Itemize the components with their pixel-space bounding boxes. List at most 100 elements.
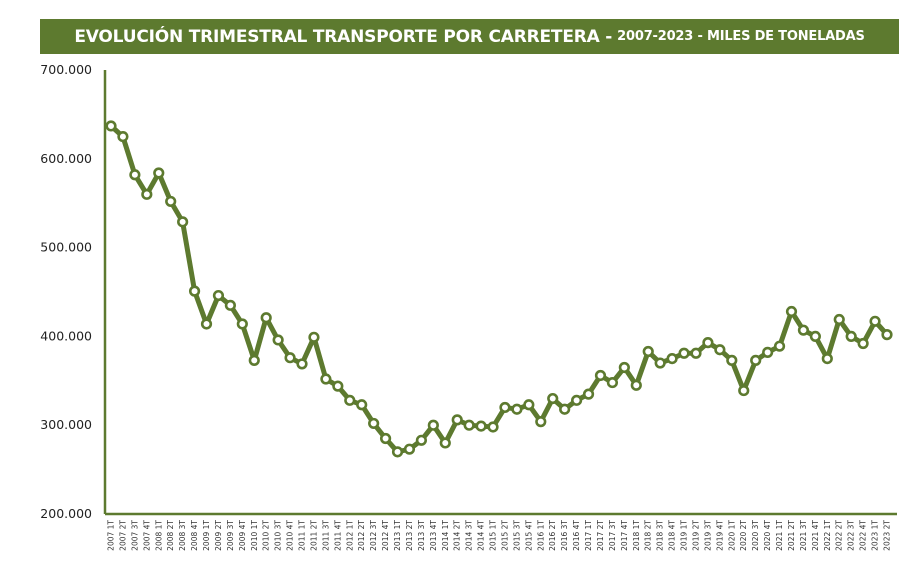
x-tick-label: 2010 3T [274, 520, 283, 551]
x-tick-label: 2015 4T [524, 520, 533, 551]
x-tick-label: 2012 2T [357, 520, 366, 551]
x-tick-label: 2019 3T [703, 520, 712, 551]
x-tick-label: 2007 4T [142, 520, 151, 551]
data-point [809, 330, 821, 343]
x-axis: 2007 1T 2007 2T 2007 3T 2007 4T 2008 1T 2008 … [105, 512, 897, 551]
data-point [129, 169, 141, 181]
x-tick-label: 2015 2T [500, 520, 509, 551]
x-tick-label: 2010 4T [286, 520, 295, 551]
x-tick-label: 2022 4T [859, 520, 868, 551]
x-tick-label: 2009 1T [202, 520, 211, 551]
x-tick-label: 2017 3T [608, 520, 617, 551]
y-tick-label: 300.000 [40, 417, 92, 432]
x-tick-label: 2008 1T [154, 520, 163, 551]
x-tick-label: 2016 3T [560, 520, 569, 551]
series-line [108, 123, 890, 455]
data-point [869, 315, 881, 327]
y-axis: 200.000 300.000 400.000 500.000 600.000 700.0… [40, 62, 107, 521]
x-tick-label: 2016 4T [572, 520, 581, 551]
data-point [535, 416, 547, 428]
x-tick-label: 2022 1T [823, 520, 832, 551]
x-tick-label: 2019 2T [691, 520, 700, 551]
data-point [379, 432, 392, 445]
data-point [165, 195, 177, 208]
data-point [368, 417, 380, 430]
data-point [666, 353, 678, 365]
data-point [606, 376, 619, 389]
data-point [332, 380, 344, 392]
x-tick-label: 2012 3T [369, 520, 378, 551]
data-point [785, 305, 798, 318]
data-point [284, 352, 296, 364]
data-point [594, 369, 607, 382]
x-tick-label: 2017 1T [584, 520, 593, 551]
chart-title: EVOLUCIÓN TRIMESTRAL TRANSPORTE POR CARR… [74, 26, 613, 47]
data-point [224, 299, 236, 311]
data-point [188, 285, 201, 297]
x-tick-label: 2007 1T [107, 520, 116, 551]
data-point [654, 357, 666, 369]
x-tick-label: 2017 4T [620, 520, 629, 551]
x-tick-label: 2023 2T [883, 520, 892, 551]
x-tick-label: 2018 3T [656, 520, 665, 551]
data-point [797, 324, 810, 336]
x-tick-label: 2020 1T [727, 520, 736, 551]
data-point [582, 388, 595, 400]
data-point [499, 401, 511, 414]
x-tick-label: 2015 1T [489, 520, 498, 551]
x-tick-label: 2020 4T [763, 520, 772, 551]
y-tick-label: 500.000 [40, 240, 92, 255]
x-tick-label: 2020 2T [739, 520, 748, 551]
data-point [391, 446, 404, 458]
x-tick-label: 2009 4T [238, 520, 247, 551]
data-point [320, 373, 332, 385]
x-tick-label: 2011 3T [321, 520, 330, 551]
x-tick-label: 2019 1T [680, 520, 689, 551]
data-point [547, 392, 559, 405]
data-point [845, 330, 857, 343]
x-tick-label: 2009 2T [214, 520, 223, 551]
data-point [559, 403, 571, 415]
data-point [690, 347, 702, 359]
x-tick-label: 2010 2T [262, 520, 271, 551]
data-point [630, 379, 642, 391]
data-point [487, 421, 499, 433]
x-tick-label: 2017 2T [596, 520, 605, 551]
x-tick-label: 2014 1T [441, 520, 450, 551]
data-point [523, 399, 535, 411]
x-tick-label: 2021 1T [775, 520, 784, 551]
data-point [738, 384, 750, 397]
x-tick-label: 2007 3T [130, 520, 139, 551]
data-point [833, 313, 845, 326]
x-tick-label: 2018 4T [668, 520, 677, 551]
x-tick-label: 2011 4T [333, 520, 342, 551]
data-point [773, 340, 786, 352]
x-tick-label: 2022 3T [847, 520, 856, 551]
x-tick-label: 2009 3T [226, 520, 235, 551]
data-point [427, 419, 439, 431]
data-point [439, 437, 451, 449]
data-point [642, 345, 654, 358]
data-point [678, 347, 690, 359]
x-tick-label: 2012 1T [345, 520, 354, 551]
x-tick-label: 2008 3T [178, 520, 187, 551]
data-point [702, 337, 714, 349]
x-tick-label: 2014 4T [477, 520, 486, 551]
chart-subtitle: 2007-2023 - MILES DE TONELADAS [617, 29, 865, 44]
x-tick-label: 2007 2T [118, 520, 127, 551]
x-tick-label: 2021 2T [787, 520, 796, 551]
x-tick-label: 2008 4T [190, 520, 199, 551]
data-point [117, 131, 129, 143]
data-point [344, 394, 356, 406]
data-point [762, 346, 774, 358]
data-point [821, 353, 833, 365]
data-point [141, 188, 153, 200]
data-point [714, 344, 726, 356]
data-point [403, 443, 416, 455]
y-tick-label: 400.000 [40, 328, 92, 343]
x-tick-label: 2015 3T [512, 520, 521, 551]
data-point [463, 419, 475, 431]
data-point [272, 334, 284, 346]
data-point [726, 354, 738, 366]
